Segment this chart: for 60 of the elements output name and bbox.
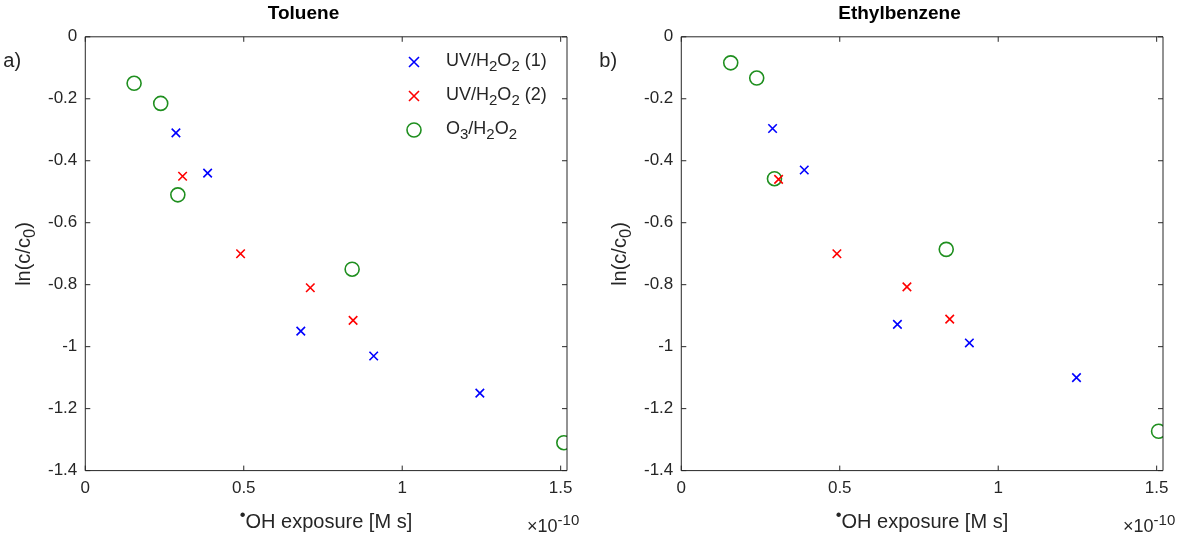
point: [305, 282, 316, 293]
y-tick-label: -1: [62, 336, 78, 356]
y-tick-label: 0: [663, 26, 674, 46]
point: [901, 281, 912, 292]
point: [152, 95, 169, 112]
x-tick-label: 1: [397, 478, 407, 498]
point: [767, 123, 778, 134]
y-tick-label: -0.4: [48, 150, 78, 170]
point: [348, 315, 359, 326]
x-tick-label: 0.5: [231, 478, 256, 498]
point: [126, 75, 142, 92]
x-tick-label: 0: [80, 478, 91, 498]
point: [344, 261, 360, 277]
point: [177, 171, 188, 182]
y-tick-label: -0.8: [644, 274, 674, 294]
x-tick-label: 1.5: [548, 478, 573, 498]
y-tick-label: -0.4: [644, 150, 674, 170]
chart-title: Toluene: [267, 1, 340, 23]
point: [892, 319, 903, 330]
point: [474, 388, 485, 399]
x-axis-title: $^{•}$OH exposure [M s]: [239, 504, 413, 533]
x-tick-label: 1.5: [1144, 478, 1169, 498]
y-tick-label: -1.4: [48, 460, 78, 480]
x-axis-title: $^{•}$OH exposure [M s]: [835, 504, 1009, 533]
point: [799, 165, 810, 176]
text: ×10$^{-10}$: [1123, 510, 1176, 537]
legend-label: UV/H$_{2}$O$_{2}$ (2): [446, 84, 547, 108]
point: [202, 168, 213, 179]
x-tick-label: 0: [676, 478, 687, 498]
legend-label: O$_{3}$/H$_{2}$O$_{2}$: [446, 118, 518, 142]
point: [170, 187, 186, 203]
text: b): [599, 48, 618, 72]
text: ×10$^{-10}$: [527, 510, 580, 537]
y-tick-label: -1.2: [644, 398, 674, 418]
y-tick-label: -0.2: [644, 88, 674, 108]
point: [766, 170, 783, 187]
y-tick-label: -1.4: [644, 460, 674, 480]
point: [170, 127, 181, 138]
y-tick-label: -0.8: [48, 274, 78, 294]
y-tick-label: -0.6: [48, 212, 78, 232]
point: [295, 326, 306, 337]
y-tick-label: 0: [67, 26, 78, 46]
point: [938, 241, 955, 258]
point: [748, 70, 765, 86]
chart-title: Ethylbenzene: [838, 1, 961, 23]
point: [944, 314, 955, 325]
point: [964, 337, 975, 348]
point: [831, 248, 842, 259]
text: a): [3, 48, 22, 72]
legend-label: UV/H$_{2}$O$_{2}$ (1): [446, 50, 547, 74]
point: [1071, 372, 1082, 383]
point: [235, 248, 246, 259]
y-tick-label: -1.2: [48, 398, 78, 418]
y-tick-label: -1: [658, 336, 674, 356]
x-tick-label: 1: [993, 478, 1003, 498]
x-tick-label: 0.5: [827, 478, 852, 498]
point: [368, 350, 379, 361]
point: [722, 55, 739, 71]
y-tick-label: -0.2: [48, 88, 78, 108]
y-tick-label: -0.6: [644, 212, 674, 232]
